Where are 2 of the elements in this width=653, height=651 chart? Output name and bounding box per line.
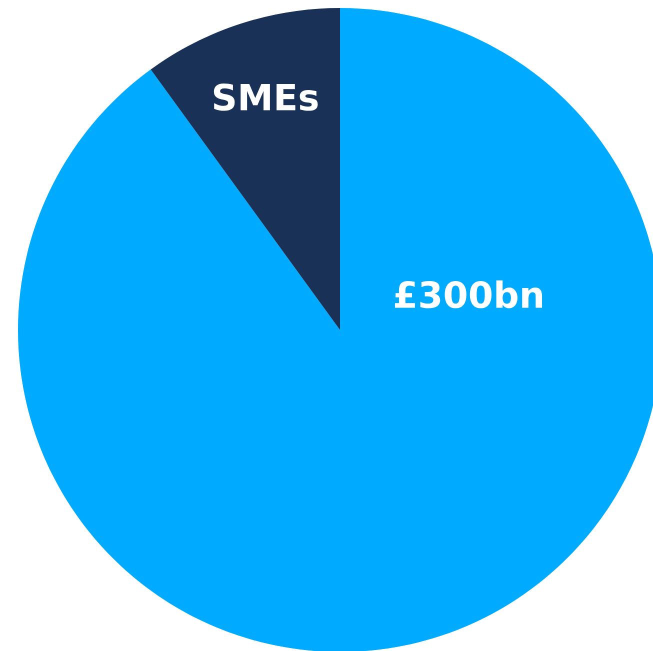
slice-label: SMEs bbox=[214, 83, 318, 111]
slice-label: £300bn bbox=[394, 280, 542, 308]
